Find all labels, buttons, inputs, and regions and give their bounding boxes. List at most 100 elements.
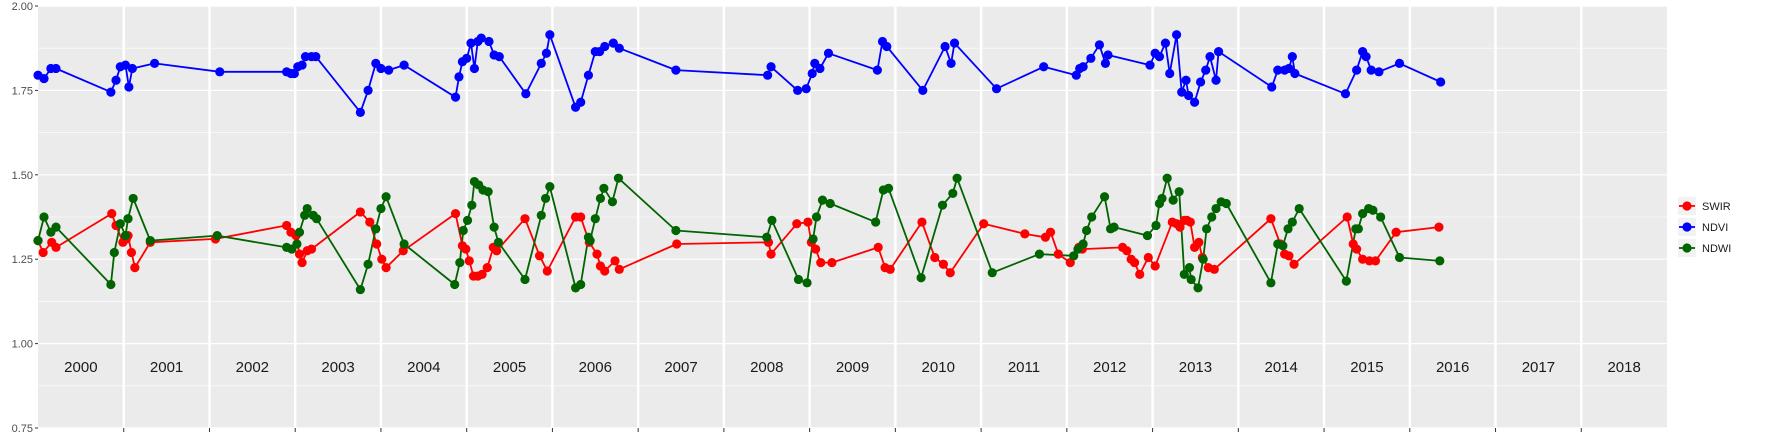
data-point-ndwi xyxy=(399,239,409,249)
data-point-ndvi xyxy=(297,60,307,70)
year-label: 2013 xyxy=(1179,359,1212,376)
data-point-swir xyxy=(38,247,48,258)
data-point-ndvi xyxy=(671,65,681,75)
data-point-ndwi xyxy=(1109,222,1119,232)
data-point-swir xyxy=(126,247,137,258)
data-point-swir xyxy=(1284,251,1294,261)
data-point-swir xyxy=(107,209,117,219)
data-point-ndvi xyxy=(991,84,1002,94)
data-point-ndwi xyxy=(145,236,155,246)
y-tick-label: 1.00 xyxy=(12,339,33,351)
data-point-swir xyxy=(816,257,826,268)
data-point-ndwi xyxy=(312,214,322,224)
data-point-swir xyxy=(576,212,586,222)
data-point-ndwi xyxy=(987,268,997,278)
year-label: 2017 xyxy=(1522,359,1555,376)
data-point-ndwi xyxy=(1179,269,1189,279)
data-point-swir xyxy=(534,251,545,261)
data-point-ndvi xyxy=(363,85,373,95)
data-point-ndvi xyxy=(882,41,892,52)
data-point-ndwi xyxy=(1151,220,1161,231)
data-point-swir xyxy=(1045,227,1056,237)
data-point-ndwi xyxy=(871,217,881,227)
data-point-ndvi xyxy=(1290,68,1300,79)
data-point-swir xyxy=(294,249,305,259)
data-point-ndvi xyxy=(1273,65,1283,75)
data-point-ndwi xyxy=(51,222,61,232)
data-point-ndwi xyxy=(1034,249,1045,259)
data-point-swir xyxy=(1434,222,1444,232)
data-point-ndvi xyxy=(1094,40,1105,50)
year-label: 2015 xyxy=(1350,359,1383,376)
data-point-ndvi xyxy=(1177,87,1187,97)
data-point-swir xyxy=(610,256,620,266)
data-point-swir xyxy=(938,259,948,269)
data-point-swir xyxy=(614,264,624,274)
data-point-ndwi xyxy=(1087,212,1097,222)
data-point-ndwi xyxy=(802,278,812,288)
year-label: 2011 xyxy=(1008,359,1040,376)
data-point-ndwi xyxy=(1211,203,1221,214)
data-point-swir xyxy=(130,263,140,273)
y-tick-label: 0.75 xyxy=(12,423,33,435)
data-point-swir xyxy=(945,268,955,278)
data-point-ndvi xyxy=(801,84,811,94)
data-point-swir xyxy=(1185,217,1195,227)
data-point-swir xyxy=(482,263,492,273)
data-point-ndwi xyxy=(458,225,468,236)
year-strips: 2000 2001 2002 2003 2004 2005 2006 2007 2008 2009… xyxy=(64,359,1641,376)
data-point-swir xyxy=(1289,259,1299,269)
data-point-ndwi xyxy=(607,197,618,207)
data-point-swir xyxy=(766,249,776,259)
year-label: 2000 xyxy=(64,359,97,376)
data-point-ndvi xyxy=(1366,65,1376,75)
data-point-ndwi xyxy=(302,203,312,214)
data-point-ndvi xyxy=(454,72,464,82)
data-point-swir xyxy=(930,252,940,263)
data-point-swir xyxy=(1150,261,1160,271)
data-point-ndvi xyxy=(1160,38,1171,48)
year-label: 2003 xyxy=(321,359,354,376)
data-point-ndvi xyxy=(541,48,552,58)
data-point-swir xyxy=(381,263,391,273)
data-point-ndwi xyxy=(545,182,555,192)
data-point-ndvi xyxy=(1201,65,1211,75)
year-label: 2002 xyxy=(236,359,269,376)
data-point-ndwi xyxy=(489,222,499,232)
data-point-ndwi xyxy=(39,212,49,222)
data-point-ndvi xyxy=(1195,77,1206,87)
data-point-ndvi xyxy=(311,52,321,62)
data-point-ndvi xyxy=(1145,60,1155,70)
data-point-ndwi xyxy=(576,279,586,290)
data-point-ndvi xyxy=(1267,82,1277,92)
data-point-ndwi xyxy=(467,200,477,210)
data-point-ndwi xyxy=(294,227,305,237)
data-point-ndvi xyxy=(150,58,160,68)
data-point-ndwi xyxy=(1157,193,1167,204)
data-point-ndwi xyxy=(1078,239,1088,249)
data-point-ndvi xyxy=(1374,67,1384,77)
data-point-ndwi xyxy=(493,237,504,247)
year-label: 2018 xyxy=(1607,359,1640,376)
data-point-swir xyxy=(1352,244,1362,254)
data-point-ndwi xyxy=(120,230,131,241)
series-points xyxy=(33,30,1446,295)
data-point-ndwi xyxy=(292,239,302,249)
data-point-swir xyxy=(542,266,552,276)
data-point-ndvi xyxy=(576,97,586,107)
data-point-swir xyxy=(672,239,682,249)
data-point-ndwi xyxy=(462,215,473,225)
legend-label-swir: SWIR xyxy=(1702,201,1731,213)
data-point-ndvi xyxy=(1039,62,1049,72)
data-point-swir xyxy=(979,219,989,229)
y-tick-label: 1.25 xyxy=(12,254,33,266)
data-point-ndvi xyxy=(384,65,394,75)
data-point-ndwi xyxy=(599,183,609,193)
data-point-ndwi xyxy=(793,274,804,285)
data-point-ndvi xyxy=(1165,68,1175,79)
data-point-ndvi xyxy=(600,41,610,52)
data-point-swir xyxy=(398,246,408,256)
data-point-ndwi xyxy=(1193,283,1203,293)
data-point-ndvi xyxy=(608,38,618,48)
